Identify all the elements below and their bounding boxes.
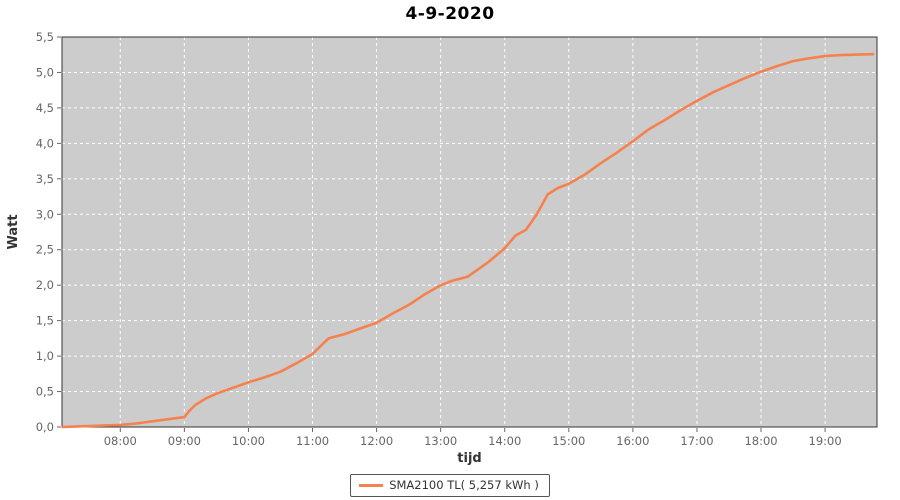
svg-text:5,5: 5,5 bbox=[36, 30, 54, 44]
legend-box: SMA2100 TL( 5,257 kWh ) bbox=[350, 474, 550, 497]
svg-text:3,5: 3,5 bbox=[36, 172, 54, 186]
legend-label: SMA2100 TL( 5,257 kWh ) bbox=[389, 478, 539, 492]
svg-text:18:00: 18:00 bbox=[744, 434, 777, 448]
legend-line-swatch bbox=[359, 483, 384, 487]
y-axis-title: Watt bbox=[6, 214, 21, 250]
svg-text:12:00: 12:00 bbox=[360, 434, 393, 448]
svg-text:13:00: 13:00 bbox=[424, 434, 457, 448]
svg-text:15:00: 15:00 bbox=[552, 434, 585, 448]
svg-text:4,0: 4,0 bbox=[36, 136, 54, 150]
svg-text:16:00: 16:00 bbox=[616, 434, 649, 448]
svg-text:1,0: 1,0 bbox=[36, 349, 54, 363]
svg-text:4,5: 4,5 bbox=[36, 101, 54, 115]
chart-title: 4-9-2020 bbox=[405, 4, 495, 24]
svg-text:3,0: 3,0 bbox=[36, 207, 54, 221]
svg-text:0,0: 0,0 bbox=[36, 420, 54, 434]
svg-text:19:00: 19:00 bbox=[809, 434, 842, 448]
svg-text:17:00: 17:00 bbox=[680, 434, 713, 448]
svg-text:5,0: 5,0 bbox=[36, 65, 54, 79]
x-axis-title: tijd bbox=[457, 451, 482, 466]
svg-text:1,5: 1,5 bbox=[36, 314, 54, 328]
legend: SMA2100 TL( 5,257 kWh ) bbox=[0, 474, 900, 497]
svg-text:09:00: 09:00 bbox=[168, 434, 201, 448]
svg-text:10:00: 10:00 bbox=[232, 434, 265, 448]
svg-text:11:00: 11:00 bbox=[296, 434, 329, 448]
svg-text:2,5: 2,5 bbox=[36, 243, 54, 257]
svg-text:2,0: 2,0 bbox=[36, 278, 54, 292]
svg-text:0,5: 0,5 bbox=[36, 385, 54, 399]
svg-text:08:00: 08:00 bbox=[104, 434, 137, 448]
svg-text:14:00: 14:00 bbox=[488, 434, 521, 448]
